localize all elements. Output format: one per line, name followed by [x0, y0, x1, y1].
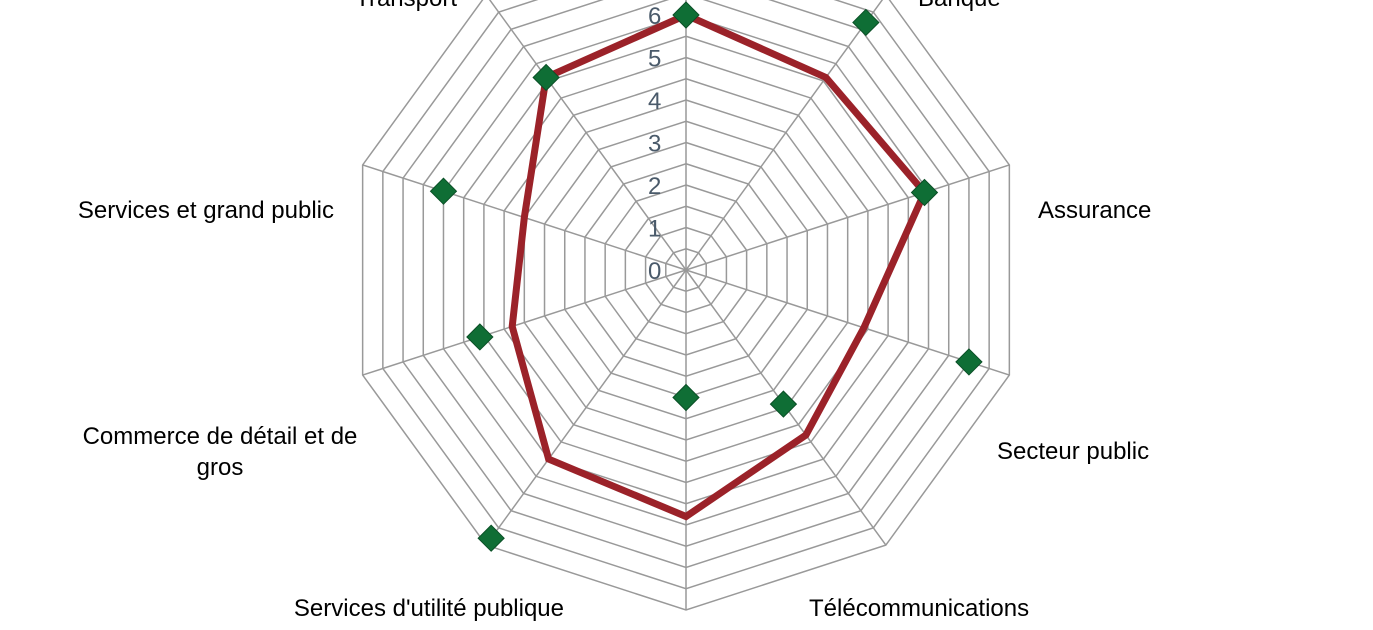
grid-spoke [685, 0, 884, 271]
grid-spoke [362, 269, 687, 376]
series-marker [466, 323, 494, 351]
grid-spoke [488, 0, 687, 271]
grid-spoke [485, 269, 687, 546]
category-label: Commerce de détail et de gros [83, 423, 358, 481]
tick-label: 5 [648, 46, 661, 73]
series-markers-group [429, 1, 983, 552]
category-label: Assurance [1038, 197, 1151, 224]
category-label: Services et grand public [78, 197, 334, 224]
radar-grid [361, 0, 1011, 611]
series-marker [429, 177, 458, 205]
series-marker [955, 348, 983, 376]
category-label: Transport [355, 0, 457, 12]
series-marker [672, 383, 700, 412]
category-label: Services d'utilité publique [294, 595, 564, 622]
radial-tick-labels: 012345678 [648, 3, 661, 285]
tick-label: 6 [648, 3, 661, 30]
category-label: Télécommunications [809, 595, 1029, 622]
series-marker [477, 524, 505, 552]
tick-label: 0 [648, 258, 661, 285]
grid-spoke [685, 164, 1010, 271]
series-line [508, 11, 929, 521]
category-labels: Banque Assurance Secteur public Télécommuni… [78, 0, 1152, 622]
series-line-group [508, 11, 929, 521]
series-marker [769, 390, 798, 418]
tick-label: 1 [648, 216, 661, 243]
category-label: Banque [918, 0, 1001, 12]
tick-label: 3 [648, 131, 661, 158]
tick-label: 4 [648, 88, 661, 115]
series-marker [532, 63, 560, 92]
grid-spoke [685, 269, 1010, 376]
series-marker [672, 1, 700, 29]
series-marker [910, 178, 939, 207]
series-marker [852, 8, 880, 37]
category-label: Secteur public [997, 438, 1149, 465]
tick-label: 2 [648, 173, 661, 200]
